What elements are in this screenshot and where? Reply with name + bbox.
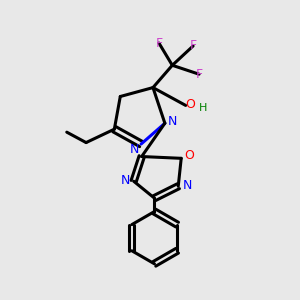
Text: N: N	[130, 143, 139, 156]
Text: F: F	[196, 68, 202, 81]
Text: F: F	[155, 37, 163, 50]
Text: F: F	[190, 40, 197, 52]
Text: N: N	[182, 179, 192, 192]
Text: N: N	[168, 115, 177, 128]
Text: N: N	[121, 174, 130, 187]
Text: O: O	[184, 149, 194, 162]
Text: H: H	[199, 103, 207, 113]
Text: O: O	[185, 98, 195, 111]
